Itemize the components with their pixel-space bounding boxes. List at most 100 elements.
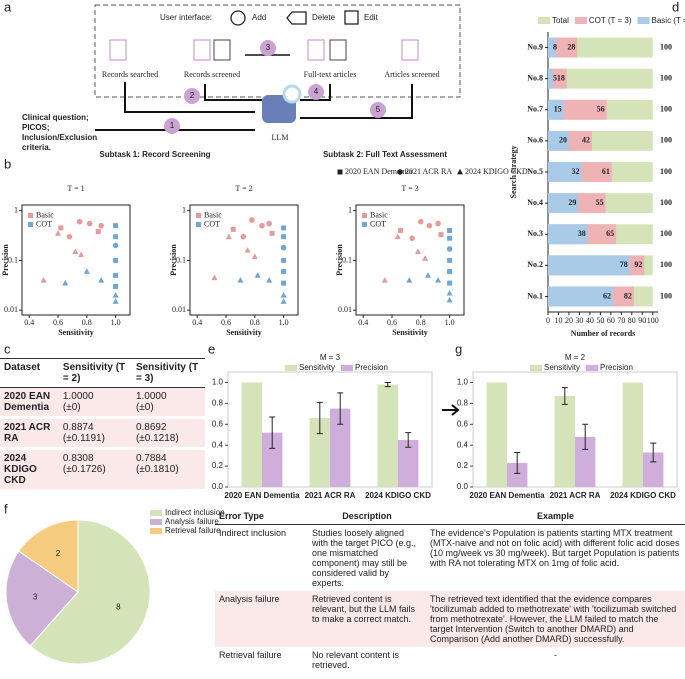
input-text: Inclusion/Exclusion [22,133,97,142]
point [435,277,442,283]
bar [548,68,554,89]
point [83,268,90,274]
point [113,234,119,240]
row: Retrieval failure No relevant content is … [215,647,685,673]
cell-line: 1.0000 [135,391,167,402]
y-tick-label: 0.2 [457,461,469,470]
header-row: Dataset Sensitivity (T = 2) Sensitivity (T… [0,358,205,388]
x-tick-label: 0.8 [82,318,92,327]
x-axis-label: Number of records [571,329,636,338]
point [447,235,453,241]
value-label: 55 [596,198,604,207]
sensitivity-table: Dataset Sensitivity (T = 2) Sensitivity (T… [0,358,205,492]
step-number: 3 [266,43,271,52]
pie-slice [5,550,79,647]
value-label: 61 [602,167,610,176]
stage-label: Records screened [184,70,240,79]
bar [377,384,398,487]
value-label: 100 [660,73,672,82]
error-bar [650,442,657,463]
arrow [124,82,255,113]
x-tick-label: 0.6 [387,318,397,327]
legend-label: Sensitivity [299,363,335,372]
point [251,253,258,259]
point [446,296,453,303]
plot-title: T = 1 [67,184,84,193]
point [438,232,444,238]
add-icon [230,10,246,26]
cell-line: (±0) [135,402,154,413]
point [266,277,273,283]
point [78,251,85,258]
panel-label: f [4,501,8,516]
error-bar [582,423,589,450]
cell: 0.8874 (±0.1191) [58,417,132,450]
legend-label: COT [370,219,386,228]
point [95,229,101,235]
step-circle [164,118,180,134]
error-bar [384,381,391,388]
point [418,218,424,225]
value-label: 20 [559,136,567,145]
point [446,289,453,296]
bar [643,452,664,487]
x-tick-label: 0.6 [221,318,231,327]
subtask-title: Subtask 2: Full Text Assessment [323,150,447,159]
slice-label: 2 [56,549,61,558]
header-cell: Error Type [215,508,308,525]
step-circle [184,88,200,104]
header-cell: Example [426,508,685,525]
point [225,233,232,240]
legend-swatch [362,222,367,227]
error-bar [337,392,344,425]
legend-label: 2024 KDIGO CKD [465,167,528,176]
legend-swatch [28,222,33,227]
value-label: 100 [660,136,672,145]
cell-line: 0.7884 [135,453,167,464]
doc-icon [307,39,325,61]
cell-line: 2024 KDIGO [4,453,37,475]
arrow [300,84,331,101]
step-circle [260,40,276,56]
bar [507,462,528,487]
cell-line: 2021 ACR [4,422,51,433]
cell-line: 2020 EAN [4,391,51,402]
value-label: 100 [660,167,672,176]
bar [548,99,564,120]
legend-label: COT [36,219,52,228]
legend-marker [397,169,403,175]
step-circle [370,102,386,118]
legend-swatch [150,528,162,534]
cell: Indirect inclusion [219,528,287,538]
point [394,233,401,240]
cell-line: 0.8692 [135,422,167,433]
y-tick-label: 1.0 [457,378,469,387]
y-tick-label: 0.1 [176,255,186,264]
cell: Studies loosely aligned with the target … [312,528,417,588]
point [113,272,119,278]
cell-line: Dementia [4,402,50,413]
error-bar [514,452,521,474]
x-tick-label: 10 [554,316,562,325]
point [112,298,119,304]
point [281,280,287,286]
panel-label: e [208,341,215,356]
y-tick-label: 0.01 [172,305,186,314]
point [40,277,47,283]
input-text: PICOS; [22,123,50,132]
point [62,279,69,286]
legend-label: Indirect inclusion [165,508,225,517]
cell: No relevant content is retrieved. [312,650,400,670]
value-label: 100 [660,229,672,238]
edit-label: Edit [364,13,379,22]
x-tick-label: 2021 ACR RA [305,491,356,500]
x-tick-label: 0.6 [53,318,63,327]
panel-label: d [672,0,679,14]
x-tick-label: 60 [607,316,615,325]
legend-swatch [574,17,587,24]
bar [554,396,575,487]
step-number: 4 [314,87,319,96]
slice-label: 3 [33,592,38,601]
legend-label: 2020 EAN Dementia [345,167,413,176]
header-cell: Sensitivity (T = 3) [131,358,205,388]
